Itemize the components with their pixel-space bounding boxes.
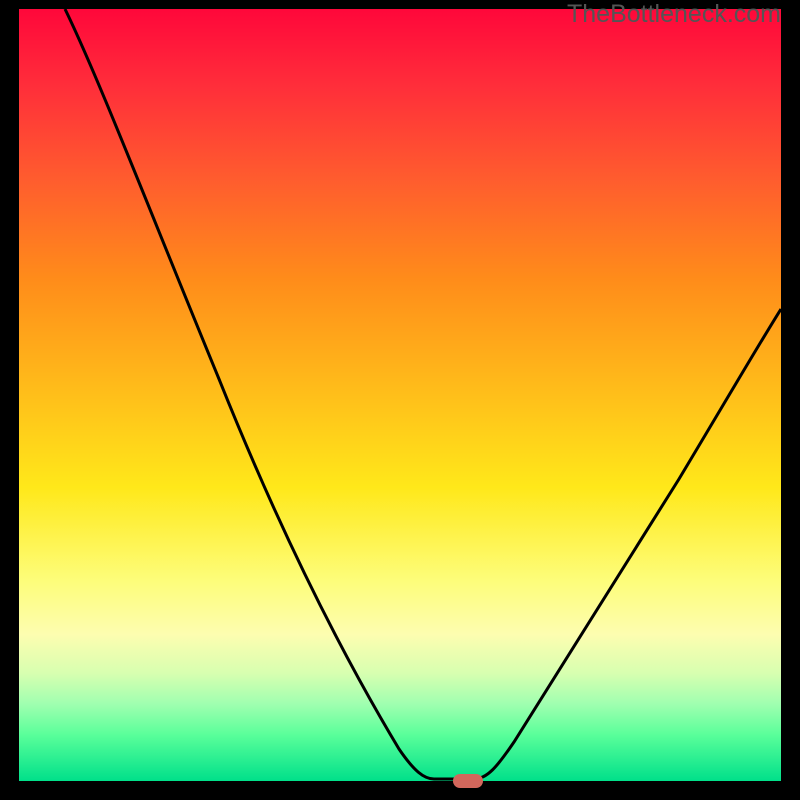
curve-svg [19, 9, 781, 781]
bottleneck-curve [65, 9, 781, 779]
watermark-text: TheBottleneck.com [567, 0, 781, 29]
plot-area [19, 9, 781, 781]
chart-frame: TheBottleneck.com [0, 0, 800, 800]
optimal-point-marker [453, 774, 483, 788]
